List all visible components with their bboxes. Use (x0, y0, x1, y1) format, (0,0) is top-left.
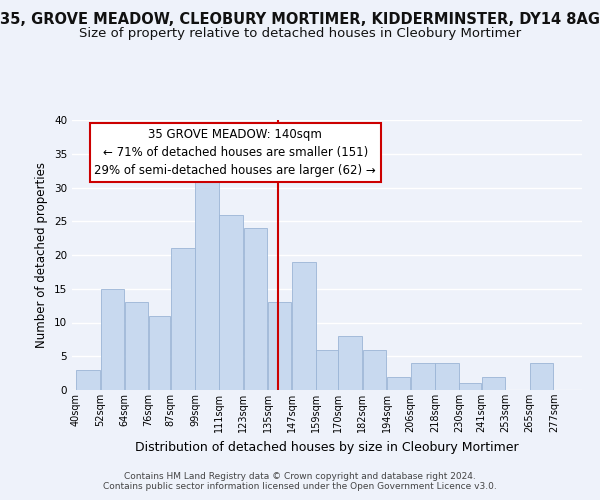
Bar (220, 214, 243, 390)
Bar (362, 350, 386, 390)
Bar (530, 363, 553, 390)
Bar (149, 316, 170, 390)
Bar (292, 262, 316, 390)
Text: Contains public sector information licensed under the Open Government Licence v3: Contains public sector information licen… (103, 482, 497, 491)
Text: Contains HM Land Registry data © Crown copyright and database right 2024.: Contains HM Land Registry data © Crown c… (124, 472, 476, 481)
Bar (171, 248, 194, 390)
Bar (101, 289, 124, 390)
Bar (387, 376, 410, 390)
Bar (244, 228, 267, 390)
Bar (125, 302, 148, 390)
Bar (268, 302, 292, 390)
Bar (460, 383, 481, 390)
Bar (338, 336, 362, 390)
Text: 35, GROVE MEADOW, CLEOBURY MORTIMER, KIDDERMINSTER, DY14 8AG: 35, GROVE MEADOW, CLEOBURY MORTIMER, KID… (0, 12, 600, 28)
Text: 35 GROVE MEADOW: 140sqm
← 71% of detached houses are smaller (151)
29% of semi-d: 35 GROVE MEADOW: 140sqm ← 71% of detache… (94, 128, 376, 177)
Bar (411, 363, 434, 390)
Text: Size of property relative to detached houses in Cleobury Mortimer: Size of property relative to detached ho… (79, 28, 521, 40)
Bar (316, 350, 338, 390)
Bar (76, 370, 100, 390)
Bar (435, 363, 459, 390)
Bar (195, 174, 219, 390)
Y-axis label: Number of detached properties: Number of detached properties (35, 162, 49, 348)
Bar (482, 376, 505, 390)
X-axis label: Distribution of detached houses by size in Cleobury Mortimer: Distribution of detached houses by size … (135, 440, 519, 454)
